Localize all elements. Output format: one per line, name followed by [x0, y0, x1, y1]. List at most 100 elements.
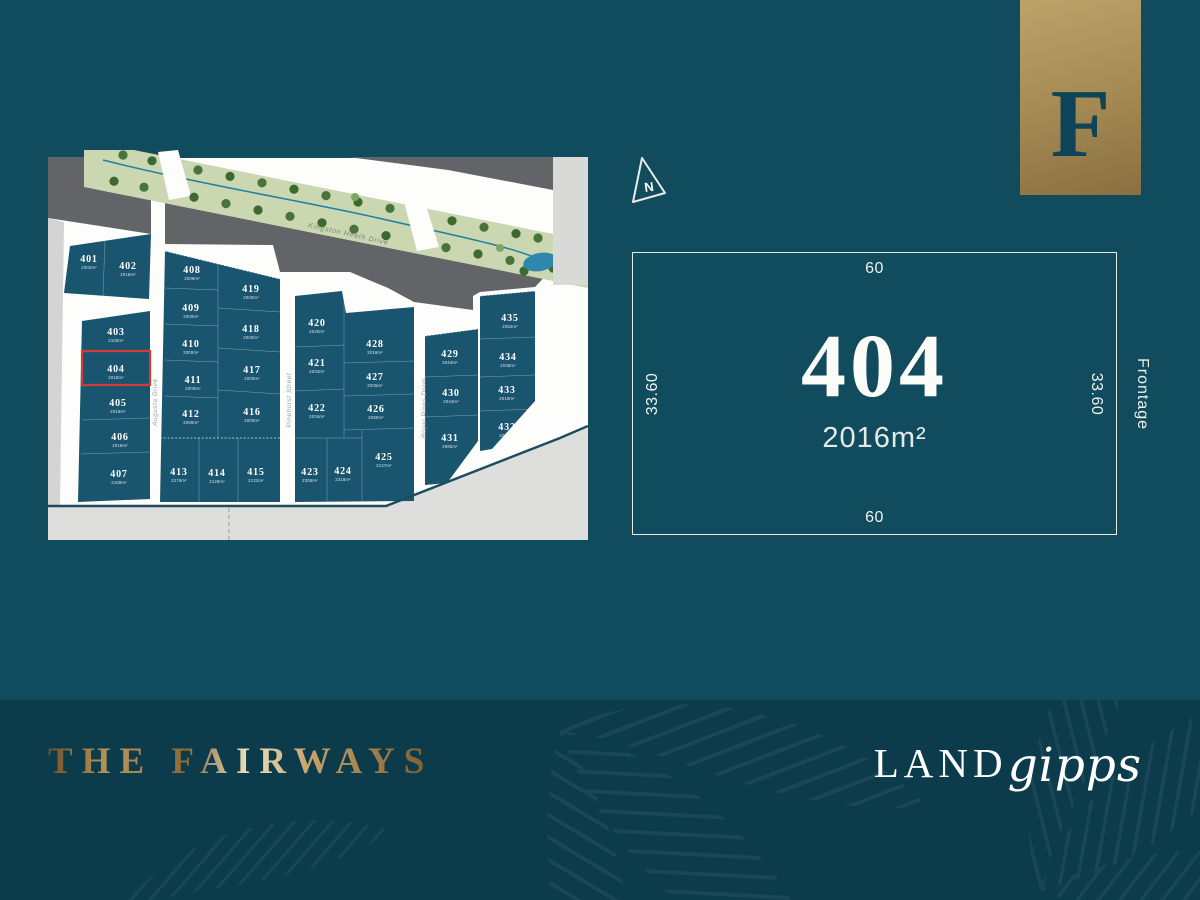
lot-417-number: 417: [243, 365, 260, 376]
lot-412-area: 2080m²: [183, 420, 199, 425]
road-crossing-east: [404, 199, 439, 251]
lot-434-number: 434: [499, 352, 516, 363]
estate-boundary-line: [48, 424, 589, 508]
tree: [221, 199, 231, 209]
lot-416-number: 416: [243, 407, 260, 418]
lot-431-area: 2665m²: [442, 444, 458, 449]
tree: [289, 184, 299, 194]
footer-bar: THE FAIRWAYS LANDgipps: [0, 700, 1200, 900]
tree: [139, 182, 149, 192]
lot-413-number: 413: [170, 467, 187, 478]
lot-410-area: 2000m²: [183, 350, 199, 355]
lot-416-area: 2000m²: [244, 418, 260, 423]
surround-areas: [48, 157, 588, 540]
tree: [511, 229, 521, 239]
lot-407-number: 407: [110, 469, 127, 480]
lot-418-number: 418: [242, 324, 259, 335]
tree: [479, 222, 489, 232]
lot-401-number: 401: [80, 254, 97, 265]
lot-420-number: 420: [308, 318, 325, 329]
lot-426-area: 2090m²: [368, 415, 384, 420]
lot-number: 404: [801, 316, 948, 416]
lot-431-number: 431: [441, 433, 458, 444]
tree: [147, 156, 157, 166]
tree: [349, 224, 359, 234]
lot-427-number: 427: [366, 372, 383, 383]
lot-423-number: 423: [301, 467, 318, 478]
stage-boundaries: [160, 250, 536, 439]
frontage-label: Frontage: [1134, 357, 1151, 430]
lot-423-area: 2306m²: [302, 478, 318, 483]
lot-430-number: 430: [442, 388, 459, 399]
lot-414-number: 414: [208, 468, 225, 479]
lot-424-area: 2318m²: [335, 477, 351, 482]
road-crossing-west: [158, 150, 191, 200]
lot-419-number: 419: [242, 284, 259, 295]
street-label-pinehurst-street: Pinehurst Street: [286, 373, 293, 428]
lot-417-area: 2000m²: [244, 376, 260, 381]
lot-428-area: 2016m²: [367, 350, 383, 355]
lot-411-number: 411: [185, 375, 202, 386]
brand-logo-suffix: gipps: [1007, 738, 1142, 793]
lot-409-area: 2000m²: [183, 314, 199, 319]
lot-406-area: 2016m²: [112, 443, 128, 448]
tree: [253, 205, 263, 215]
block-429-431: [425, 329, 478, 485]
dimension-bottom: 60: [865, 509, 884, 526]
lot-403-area: 2100m²: [108, 338, 124, 343]
lot-430-area: 2044m²: [443, 399, 459, 404]
lot-404-number: 404: [107, 364, 124, 375]
lot-405-area: 2016m²: [110, 409, 126, 414]
lot-401-area: 2002m²: [81, 265, 97, 270]
lot-404-area: 2016m²: [108, 375, 124, 380]
tree: [317, 218, 327, 228]
lot-425-area: 2137m²: [376, 463, 392, 468]
tree: [225, 171, 235, 181]
lot-434-area: 2036m²: [500, 363, 516, 368]
lot-418-area: 2000m²: [243, 335, 259, 340]
lot-432-area: 2004m²: [499, 433, 515, 438]
lot-406-number: 406: [111, 432, 128, 443]
lot-area: 2016m²: [822, 421, 927, 454]
tree: [109, 176, 119, 186]
brand-logo-main: LAND: [873, 740, 1008, 786]
north-arrow-triangle: [632, 157, 666, 203]
lot-428-number: 428: [366, 339, 383, 350]
lot-410-number: 410: [182, 339, 199, 350]
block-432-435: [480, 291, 535, 451]
lot-415-area: 2132m²: [248, 478, 264, 483]
dimension-top: 60: [865, 260, 884, 277]
leaf-pattern: [30, 700, 1200, 900]
tree: [385, 203, 395, 213]
lot-421-area: 2033m²: [309, 369, 325, 374]
lot-411-area: 2000m²: [185, 386, 201, 391]
tree: [441, 243, 451, 253]
tree: [351, 193, 359, 201]
tree: [285, 211, 295, 221]
tree: [447, 216, 457, 226]
lot-407-area: 2168m²: [111, 480, 127, 485]
north-arrow: N: [632, 157, 666, 203]
brand-logo: LANDgipps: [873, 734, 1142, 793]
lot-408-area: 2509m²: [184, 276, 200, 281]
badge-letter-f: F: [1050, 70, 1111, 178]
lot-403-number: 403: [107, 327, 124, 338]
lot-402-area: 2016m²: [120, 272, 136, 277]
lot-422-number: 422: [308, 403, 325, 414]
tree: [118, 150, 128, 160]
street-label-royal-pines-drive: Royal Pines Drive: [421, 378, 428, 438]
tree: [533, 233, 543, 243]
lot-402-number: 402: [119, 261, 136, 272]
lot-426-number: 426: [367, 404, 384, 415]
tree: [321, 191, 331, 201]
street-label-augusta-drive: Augusta Drive: [152, 378, 159, 426]
gold-ribbon-badge: F: [1020, 0, 1141, 195]
lot-422-area: 2034m²: [309, 414, 325, 419]
pond: [523, 252, 557, 272]
tree: [381, 231, 391, 241]
lot-415-number: 415: [247, 467, 264, 478]
tree: [496, 244, 504, 252]
lot-421-number: 421: [308, 358, 325, 369]
